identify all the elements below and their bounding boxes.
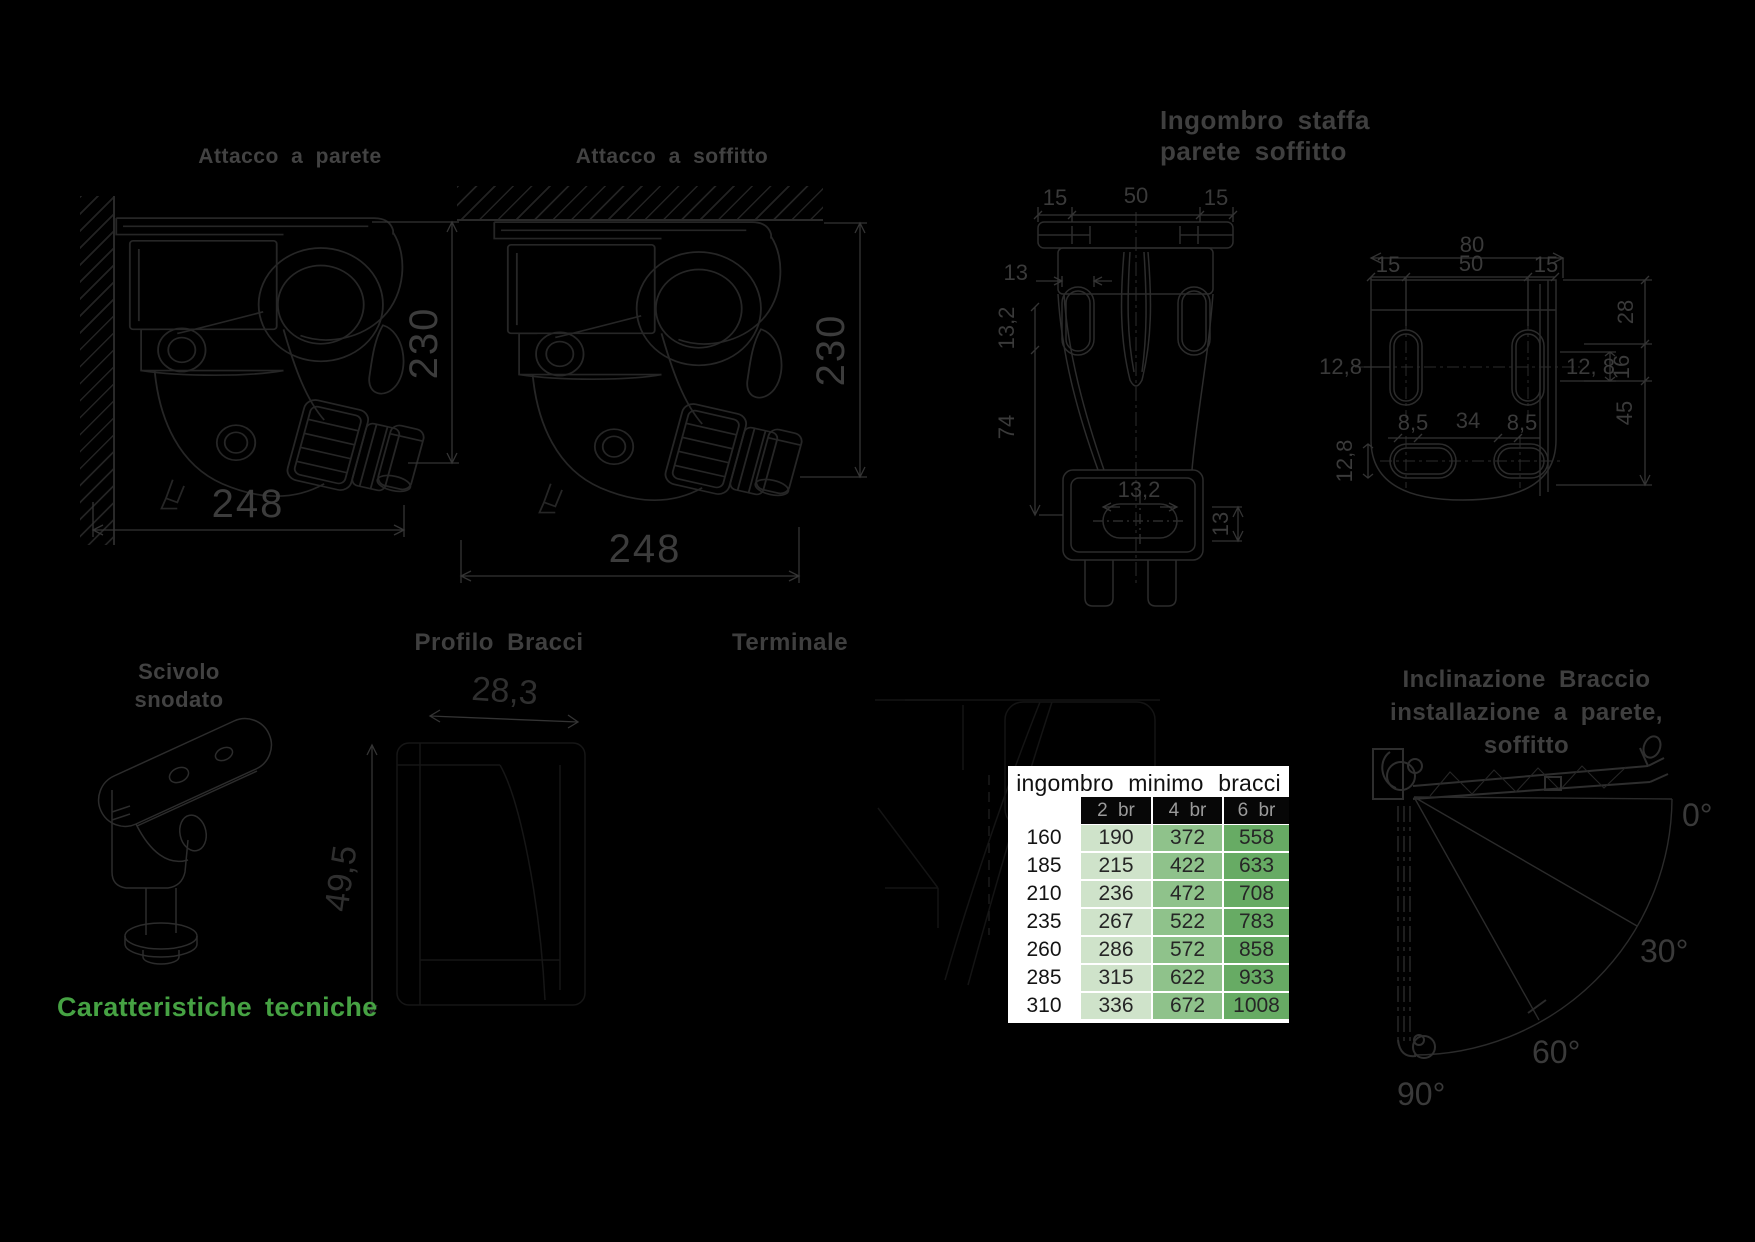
scivolo-title-line1: Scivolo: [138, 659, 220, 684]
wall-hatch: [80, 196, 115, 545]
table-cell: 1008: [1224, 993, 1289, 1019]
angle-label-90: 90°: [1397, 1076, 1445, 1112]
angle-label-60: 60°: [1532, 1034, 1580, 1070]
front-dim-50: 50: [1124, 183, 1148, 208]
table-cell: 315: [1081, 965, 1151, 991]
inclinazione-diagram: 0° 30° 60° 90°: [1372, 735, 1713, 1112]
plate-dim-15-right: 15: [1534, 252, 1558, 277]
caratteristiche-heading: Caratteristiche tecniche: [57, 992, 378, 1022]
plate-dim-15-left: 15: [1376, 252, 1400, 277]
staffa-front-dims: [1029, 207, 1244, 543]
plate-dim-12-8-left: 12,8: [1319, 354, 1362, 379]
scivolo-drawing: [97, 717, 273, 965]
plate-dim-12-8-right: 12, 8: [1566, 354, 1615, 379]
parete-height-dim: [372, 220, 459, 465]
front-dim-foot-13: 13: [1208, 512, 1233, 536]
soffitto-height-dim: [800, 221, 867, 479]
soffitto-width-dim: [459, 527, 801, 583]
row-label: 310: [1009, 993, 1079, 1019]
profilo-height-label: 49,5: [318, 843, 365, 914]
attacco-soffitto-title: Attacco a soffitto: [575, 145, 769, 168]
table-cell: 190: [1081, 825, 1151, 851]
angle-label-0: 0°: [1682, 797, 1713, 833]
row-label: 160: [1009, 825, 1079, 851]
angle-fan: [1413, 796, 1673, 1056]
inclinazione-subtitle: installazione a parete, soffitto: [1390, 699, 1663, 759]
terminale-outline: [875, 699, 1160, 986]
table-cell: 215: [1081, 853, 1151, 879]
table-cell: 633: [1224, 853, 1289, 879]
staffa-plate-dims: [1362, 252, 1652, 487]
profilo-title: Profilo Bracci: [414, 629, 584, 656]
table-cell: 286: [1081, 937, 1151, 963]
front-dim-74: 74: [994, 415, 1019, 439]
attacco-parete-title: Attacco a parete: [198, 145, 382, 168]
staffa-plate-view: 80 15 50 15 12,8 12, 8 28 16 45 8,5 34 8…: [1319, 232, 1652, 501]
ceiling-hatch: [457, 186, 823, 221]
row-label: 185: [1009, 853, 1079, 879]
table-cell: 236: [1081, 881, 1151, 907]
table-cell: 672: [1153, 993, 1222, 1019]
profilo-dims: [366, 709, 580, 1017]
plate-dim-12-8-bottom: 12,8: [1332, 440, 1357, 483]
table-cell: 572: [1153, 937, 1222, 963]
profilo-outline: [396, 742, 586, 1006]
column-header-6br: 6 br: [1224, 797, 1289, 824]
table-cell: 267: [1081, 909, 1151, 935]
row-label: 210: [1009, 881, 1079, 907]
attacco-drawings: 230 248 230 248: [91, 217, 867, 583]
plate-dim-28: 28: [1613, 300, 1638, 324]
parete-height-label: 230: [402, 307, 446, 380]
front-dim-foot-13-2: 13,2: [1118, 477, 1161, 502]
column-header-4br: 4 br: [1153, 797, 1222, 824]
table-cell: 858: [1224, 937, 1289, 963]
bracket-soffitto-drawing: [493, 221, 805, 514]
plate-dim-16: 16: [1609, 355, 1634, 379]
table-title: ingombro minimo bracci: [1016, 770, 1281, 796]
table-cell: 372: [1153, 825, 1222, 851]
plate-dim-80: 80: [1460, 232, 1484, 257]
profilo-width-label: 28,3: [470, 670, 539, 713]
row-label: 260: [1009, 937, 1079, 963]
front-dim-15-right: 15: [1204, 185, 1228, 210]
arm-90-position: [1397, 806, 1411, 1044]
table-cell: 472: [1153, 881, 1222, 907]
row-label: 285: [1009, 965, 1079, 991]
front-dim-13-2: 13,2: [994, 307, 1019, 350]
table-cell: 422: [1153, 853, 1222, 879]
table-cell: 783: [1224, 909, 1289, 935]
table-cell: 933: [1224, 965, 1289, 991]
plate-dim-50: 50: [1459, 251, 1483, 276]
table-grid: 2 br 4 br 6 br 160 190 372 558 185 215 4…: [1008, 797, 1289, 1019]
table-cell: 558: [1224, 825, 1289, 851]
front-dim-15-left: 15: [1043, 185, 1067, 210]
front-dim-13: 13: [1004, 260, 1028, 285]
column-header-2br: 2 br: [1081, 797, 1151, 824]
ingombro-minimo-table: ingombro minimo bracci 2 br 4 br 6 br 16…: [1008, 766, 1289, 1023]
plate-dim-8-5-right: 8,5: [1507, 410, 1538, 435]
table-cell: 708: [1224, 881, 1289, 907]
table-corner-cell: [1009, 797, 1079, 824]
profilo-terminale-drawings: 28,3 49,5: [318, 670, 1160, 1017]
table-cell: 336: [1081, 993, 1151, 1019]
angle-label-30: 30°: [1640, 933, 1688, 969]
plate-dim-45: 45: [1612, 401, 1637, 425]
terminale-title: Terminale: [731, 629, 849, 656]
table-cell: 522: [1153, 909, 1222, 935]
soffitto-height-label: 230: [809, 314, 853, 387]
row-label: 235: [1009, 909, 1079, 935]
inclinazione-title: Inclinazione Braccio: [1402, 666, 1651, 693]
staffa-title: Ingombro staffa parete soffitto: [1160, 105, 1370, 166]
plate-dim-34: 34: [1456, 408, 1480, 433]
plate-dim-8-5-left: 8,5: [1398, 410, 1429, 435]
soffitto-width-label: 248: [609, 527, 682, 571]
table-cell: 622: [1153, 965, 1222, 991]
staffa-front-view: 15 50 15 13 13,2 74 13,2 13: [994, 183, 1244, 607]
parete-width-label: 248: [212, 482, 285, 526]
scivolo-title-line2: snodato: [134, 687, 224, 712]
bracket-parete-drawing: [115, 217, 427, 510]
parete-width-dim: [91, 502, 406, 537]
